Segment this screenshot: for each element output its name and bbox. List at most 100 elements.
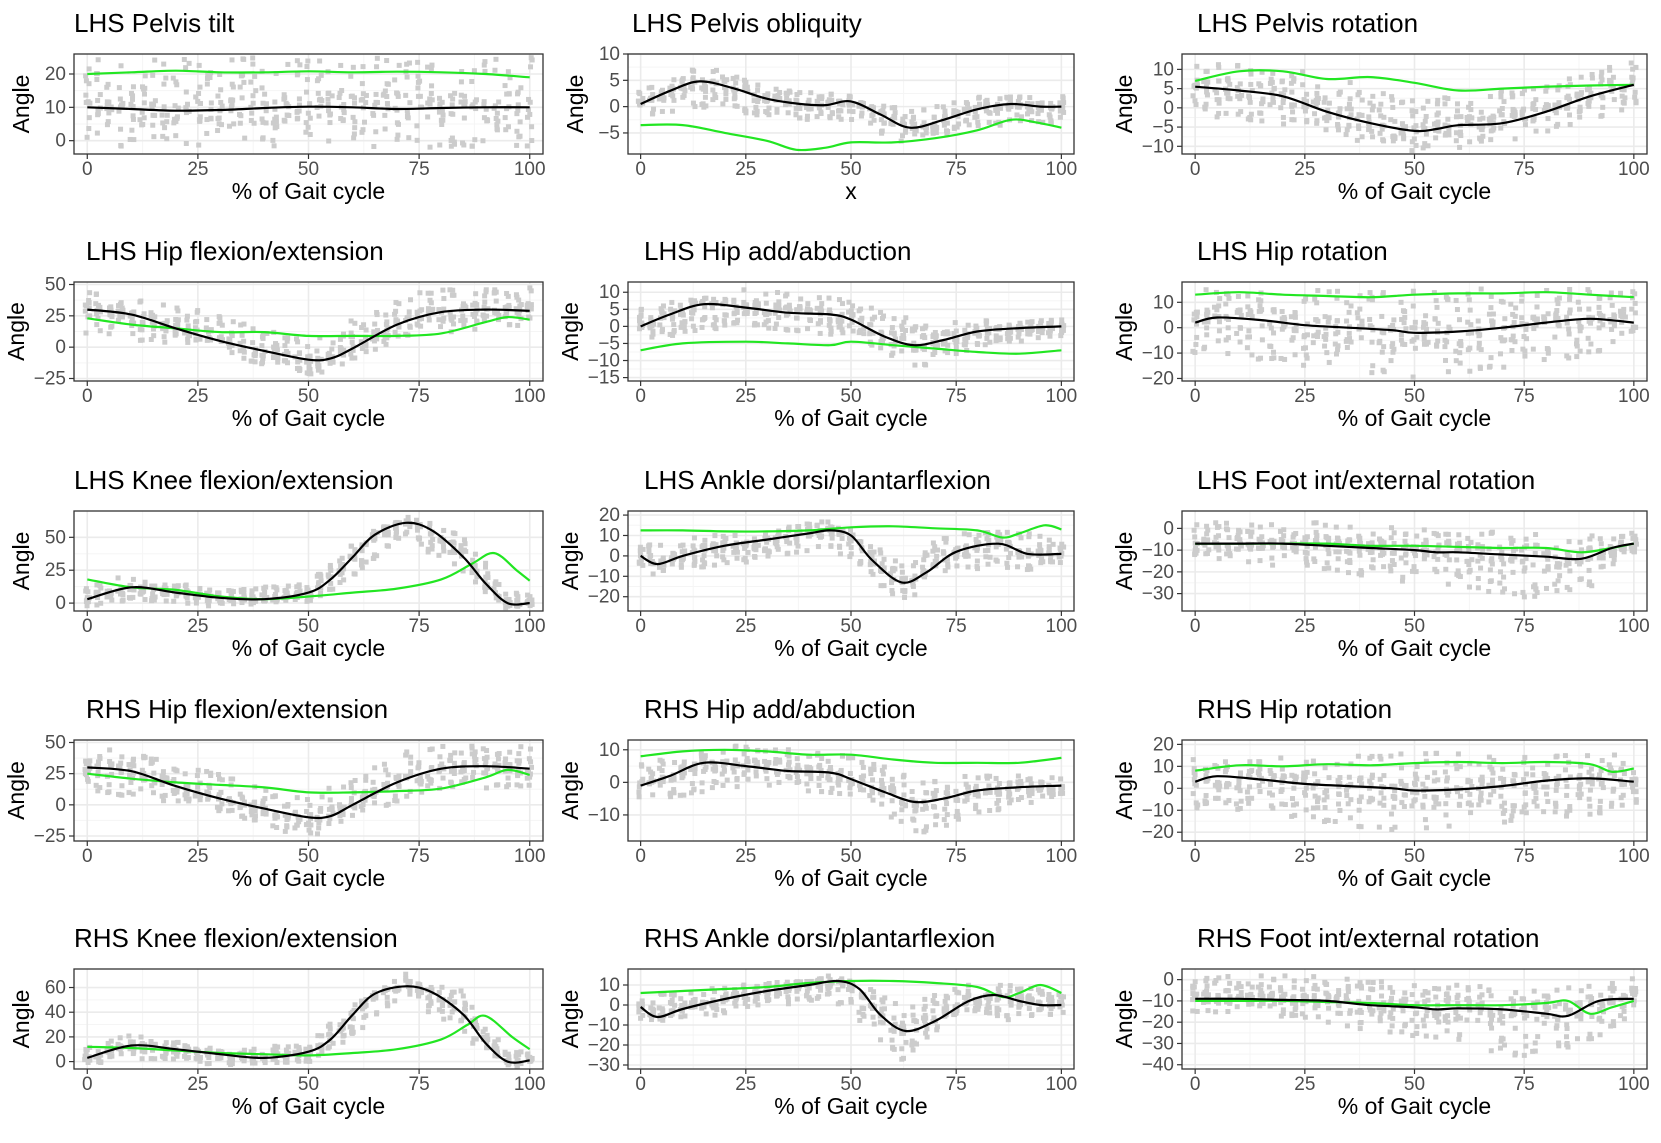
data-point [407,524,413,530]
data-point [295,70,301,76]
x-tick-label: 100 [1618,159,1650,180]
data-point [1508,301,1514,307]
data-point [1597,295,1603,301]
data-point [226,336,232,342]
data-point [752,543,758,549]
data-point [1223,337,1229,343]
data-point [912,131,918,137]
data-point [273,119,279,125]
data-point [130,791,136,797]
data-point [1566,76,1572,82]
data-point [348,351,354,357]
data-point [130,84,136,90]
data-point [1326,115,1332,121]
data-point [363,773,369,779]
data-point [755,87,761,93]
data-point [743,559,749,565]
data-point [846,541,852,547]
data-point [83,761,89,767]
data-point [164,775,170,781]
data-point [892,110,898,116]
data-point [1477,552,1483,558]
data-point [274,825,280,831]
data-point [1490,319,1496,325]
data-point [196,336,202,342]
data-point [491,586,497,592]
data-point [1497,580,1503,586]
data-point [193,596,199,602]
data-point [1258,355,1264,361]
data-point [1519,315,1525,321]
data-point [1521,334,1527,340]
data-point [282,343,288,349]
data-point [514,111,520,117]
data-point [326,108,332,114]
data-point [861,326,867,332]
data-point [326,350,332,356]
data-point [150,326,156,332]
data-point [1366,114,1372,120]
data-point [794,549,800,555]
data-point [930,127,936,133]
data-point [440,287,446,293]
data-point [1204,332,1210,338]
data-point [819,519,825,525]
data-point [773,86,779,92]
data-point [1565,552,1571,558]
data-point [428,90,434,96]
data-point [1435,556,1441,562]
data-point [329,93,335,99]
data-point [998,536,1004,542]
data-point [181,57,187,63]
data-point [439,109,445,115]
data-point [766,112,772,118]
data-point [911,340,917,346]
data-point [731,549,737,555]
data-point [1389,525,1395,531]
data-point [1413,569,1419,575]
data-point [1290,534,1296,540]
data-point [241,321,247,327]
data-point [1355,92,1361,98]
data-point [1577,576,1583,582]
data-point [1249,522,1255,528]
data-point [149,783,155,789]
data-point [183,89,189,95]
data-point [1212,313,1218,319]
data-point [1344,548,1350,554]
data-point [363,559,369,565]
data-point [1489,561,1495,567]
data-point [483,770,489,776]
data-point [951,126,957,132]
series-lines [1194,291,1634,334]
data-point [493,782,499,788]
data-point [688,84,694,90]
x-axis-title: % of Gait cycle [232,865,385,891]
x-tick-label: 25 [1294,159,1315,180]
data-point [396,324,402,330]
data-point [720,554,726,560]
data-point [1523,326,1529,332]
data-point [527,774,533,780]
data-point [430,536,436,542]
data-point [849,319,855,325]
data-point [1315,288,1321,294]
data-point [848,544,854,550]
data-point [1403,531,1409,537]
data-point [94,602,100,608]
data-point [160,302,166,308]
data-point [159,777,165,783]
data-point [732,533,738,539]
data-point [248,809,254,815]
data-point [1370,557,1376,563]
data-point [349,355,355,361]
data-point [1212,87,1218,93]
data-point [150,112,156,118]
data-point [825,519,831,525]
data-point [448,314,454,320]
data-point [175,308,181,314]
data-point [307,597,313,603]
data-point [1620,314,1626,320]
y-axis-title: Angle [1111,75,1137,134]
data-point [1488,355,1494,361]
